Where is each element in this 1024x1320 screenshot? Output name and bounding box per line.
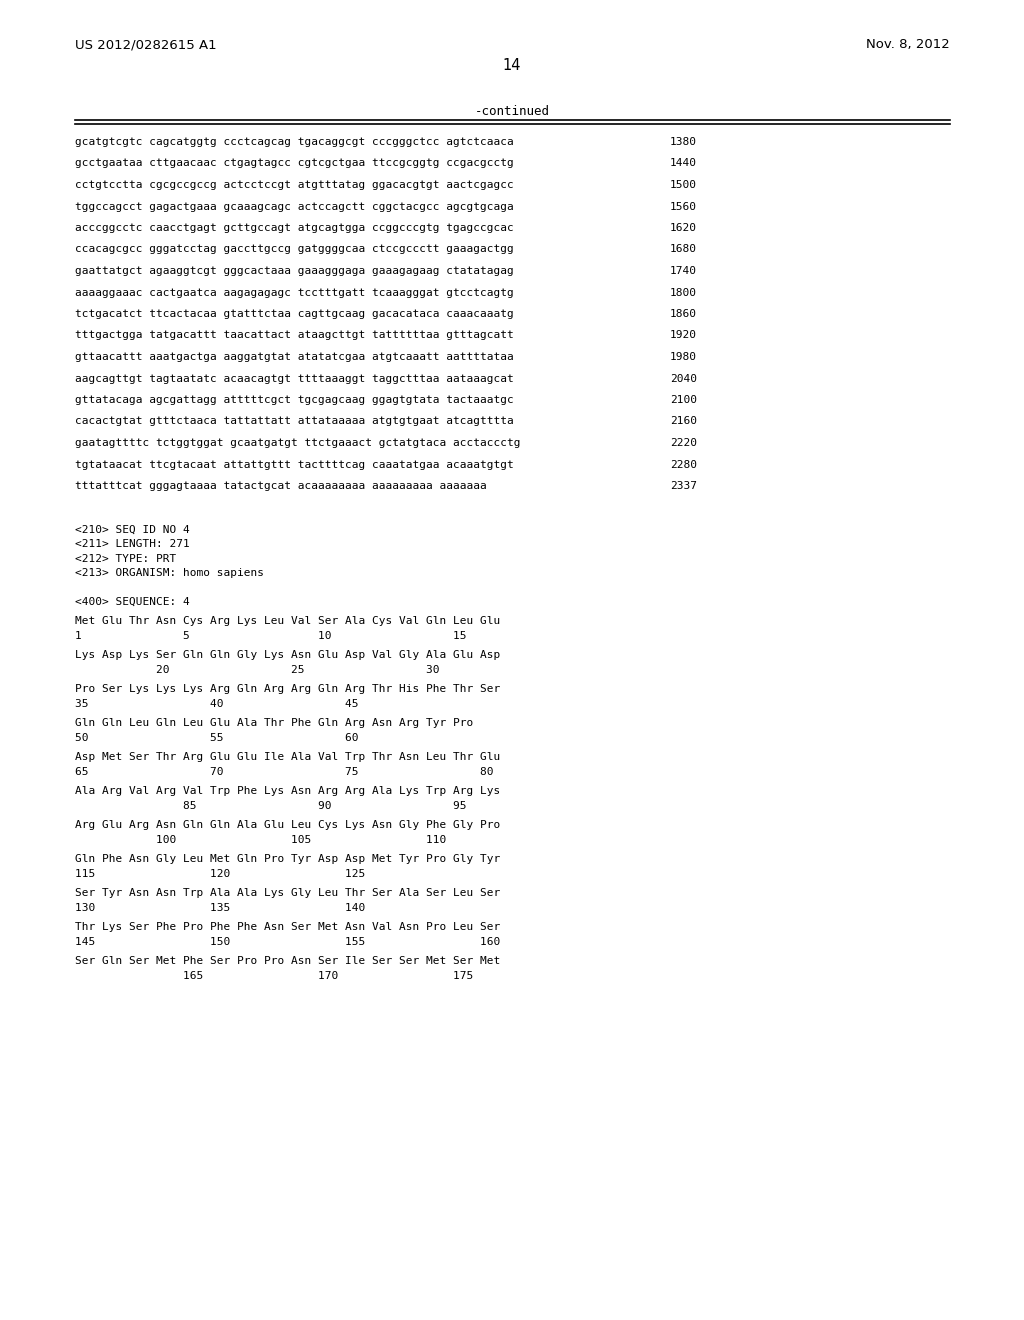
Text: US 2012/0282615 A1: US 2012/0282615 A1: [75, 38, 217, 51]
Text: Met Glu Thr Asn Cys Arg Lys Leu Val Ser Ala Cys Val Gln Leu Glu: Met Glu Thr Asn Cys Arg Lys Leu Val Ser …: [75, 616, 501, 627]
Text: 1920: 1920: [670, 330, 697, 341]
Text: -continued: -continued: [474, 106, 550, 117]
Text: aagcagttgt tagtaatatc acaacagtgt ttttaaaggt taggctttaa aataaagcat: aagcagttgt tagtaatatc acaacagtgt ttttaaa…: [75, 374, 514, 384]
Text: aaaaggaaac cactgaatca aagagagagc tcctttgatt tcaaagggat gtcctcagtg: aaaaggaaac cactgaatca aagagagagc tcctttg…: [75, 288, 514, 297]
Text: 1380: 1380: [670, 137, 697, 147]
Text: Gln Gln Leu Gln Leu Glu Ala Thr Phe Gln Arg Asn Arg Tyr Pro: Gln Gln Leu Gln Leu Glu Ala Thr Phe Gln …: [75, 718, 473, 729]
Text: gcctgaataa cttgaacaac ctgagtagcc cgtcgctgaa ttccgcggtg ccgacgcctg: gcctgaataa cttgaacaac ctgagtagcc cgtcgct…: [75, 158, 514, 169]
Text: 1620: 1620: [670, 223, 697, 234]
Text: 65                  70                  75                  80: 65 70 75 80: [75, 767, 494, 777]
Text: tttatttcat gggagtaaaa tatactgcat acaaaaaaaa aaaaaaaaa aaaaaaa: tttatttcat gggagtaaaa tatactgcat acaaaaa…: [75, 480, 486, 491]
Text: cacactgtat gtttctaaca tattattatt attataaaaa atgtgtgaat atcagtttta: cacactgtat gtttctaaca tattattatt attataa…: [75, 417, 514, 426]
Text: 2160: 2160: [670, 417, 697, 426]
Text: 1560: 1560: [670, 202, 697, 211]
Text: 165                 170                 175: 165 170 175: [75, 972, 473, 981]
Text: Thr Lys Ser Phe Pro Phe Phe Asn Ser Met Asn Val Asn Pro Leu Ser: Thr Lys Ser Phe Pro Phe Phe Asn Ser Met …: [75, 923, 501, 932]
Text: Lys Asp Lys Ser Gln Gln Gly Lys Asn Glu Asp Val Gly Ala Glu Asp: Lys Asp Lys Ser Gln Gln Gly Lys Asn Glu …: [75, 651, 501, 660]
Text: gcatgtcgtc cagcatggtg ccctcagcag tgacaggcgt cccgggctcc agtctcaaca: gcatgtcgtc cagcatggtg ccctcagcag tgacagg…: [75, 137, 514, 147]
Text: 35                  40                  45: 35 40 45: [75, 700, 358, 709]
Text: 14: 14: [503, 58, 521, 73]
Text: 1               5                   10                  15: 1 5 10 15: [75, 631, 467, 642]
Text: 2040: 2040: [670, 374, 697, 384]
Text: Ala Arg Val Arg Val Trp Phe Lys Asn Arg Arg Ala Lys Trp Arg Lys: Ala Arg Val Arg Val Trp Phe Lys Asn Arg …: [75, 787, 501, 796]
Text: tctgacatct ttcactacaa gtatttctaa cagttgcaag gacacataca caaacaaatg: tctgacatct ttcactacaa gtatttctaa cagttgc…: [75, 309, 514, 319]
Text: gttaacattt aaatgactga aaggatgtat atatatcgaa atgtcaaatt aattttataa: gttaacattt aaatgactga aaggatgtat atatatc…: [75, 352, 514, 362]
Text: 2337: 2337: [670, 480, 697, 491]
Text: acccggcctc caacctgagt gcttgccagt atgcagtgga ccggcccgtg tgagccgcac: acccggcctc caacctgagt gcttgccagt atgcagt…: [75, 223, 514, 234]
Text: 145                 150                 155                 160: 145 150 155 160: [75, 937, 501, 946]
Text: 85                  90                  95: 85 90 95: [75, 801, 467, 810]
Text: 1740: 1740: [670, 267, 697, 276]
Text: 2280: 2280: [670, 459, 697, 470]
Text: <400> SEQUENCE: 4: <400> SEQUENCE: 4: [75, 597, 189, 606]
Text: 20                  25                  30: 20 25 30: [75, 665, 439, 675]
Text: 1680: 1680: [670, 244, 697, 255]
Text: Ser Gln Ser Met Phe Ser Pro Pro Asn Ser Ile Ser Ser Met Ser Met: Ser Gln Ser Met Phe Ser Pro Pro Asn Ser …: [75, 957, 501, 966]
Text: 1860: 1860: [670, 309, 697, 319]
Text: 1980: 1980: [670, 352, 697, 362]
Text: 1500: 1500: [670, 180, 697, 190]
Text: tgtataacat ttcgtacaat attattgttt tacttttcag caaatatgaa acaaatgtgt: tgtataacat ttcgtacaat attattgttt tactttt…: [75, 459, 514, 470]
Text: 1800: 1800: [670, 288, 697, 297]
Text: gaatagttttc tctggtggat gcaatgatgt ttctgaaact gctatgtaca acctaccctg: gaatagttttc tctggtggat gcaatgatgt ttctga…: [75, 438, 520, 447]
Text: 2220: 2220: [670, 438, 697, 447]
Text: cctgtcctta cgcgccgccg actcctccgt atgtttatag ggacacgtgt aactcgagcc: cctgtcctta cgcgccgccg actcctccgt atgttta…: [75, 180, 514, 190]
Text: Ser Tyr Asn Asn Trp Ala Ala Lys Gly Leu Thr Ser Ala Ser Leu Ser: Ser Tyr Asn Asn Trp Ala Ala Lys Gly Leu …: [75, 888, 501, 899]
Text: <213> ORGANISM: homo sapiens: <213> ORGANISM: homo sapiens: [75, 568, 264, 578]
Text: <210> SEQ ID NO 4: <210> SEQ ID NO 4: [75, 524, 189, 535]
Text: gttatacaga agcgattagg atttttcgct tgcgagcaag ggagtgtata tactaaatgc: gttatacaga agcgattagg atttttcgct tgcgagc…: [75, 395, 514, 405]
Text: 1440: 1440: [670, 158, 697, 169]
Text: gaattatgct agaaggtcgt gggcactaaa gaaagggaga gaaagagaag ctatatagag: gaattatgct agaaggtcgt gggcactaaa gaaaggg…: [75, 267, 514, 276]
Text: 2100: 2100: [670, 395, 697, 405]
Text: 50                  55                  60: 50 55 60: [75, 733, 358, 743]
Text: 115                 120                 125: 115 120 125: [75, 869, 366, 879]
Text: <211> LENGTH: 271: <211> LENGTH: 271: [75, 539, 189, 549]
Text: Pro Ser Lys Lys Lys Arg Gln Arg Arg Gln Arg Thr His Phe Thr Ser: Pro Ser Lys Lys Lys Arg Gln Arg Arg Gln …: [75, 685, 501, 694]
Text: Arg Glu Arg Asn Gln Gln Ala Glu Leu Cys Lys Asn Gly Phe Gly Pro: Arg Glu Arg Asn Gln Gln Ala Glu Leu Cys …: [75, 821, 501, 830]
Text: Asp Met Ser Thr Arg Glu Glu Ile Ala Val Trp Thr Asn Leu Thr Glu: Asp Met Ser Thr Arg Glu Glu Ile Ala Val …: [75, 752, 501, 763]
Text: tttgactgga tatgacattt taacattact ataagcttgt tattttttaa gtttagcatt: tttgactgga tatgacattt taacattact ataagct…: [75, 330, 514, 341]
Text: ccacagcgcc gggatcctag gaccttgccg gatggggcaa ctccgccctt gaaagactgg: ccacagcgcc gggatcctag gaccttgccg gatgggg…: [75, 244, 514, 255]
Text: 130                 135                 140: 130 135 140: [75, 903, 366, 913]
Text: 100                 105                 110: 100 105 110: [75, 836, 446, 845]
Text: Gln Phe Asn Gly Leu Met Gln Pro Tyr Asp Asp Met Tyr Pro Gly Tyr: Gln Phe Asn Gly Leu Met Gln Pro Tyr Asp …: [75, 854, 501, 865]
Text: <212> TYPE: PRT: <212> TYPE: PRT: [75, 553, 176, 564]
Text: Nov. 8, 2012: Nov. 8, 2012: [866, 38, 950, 51]
Text: tggccagcct gagactgaaa gcaaagcagc actccagctt cggctacgcc agcgtgcaga: tggccagcct gagactgaaa gcaaagcagc actccag…: [75, 202, 514, 211]
